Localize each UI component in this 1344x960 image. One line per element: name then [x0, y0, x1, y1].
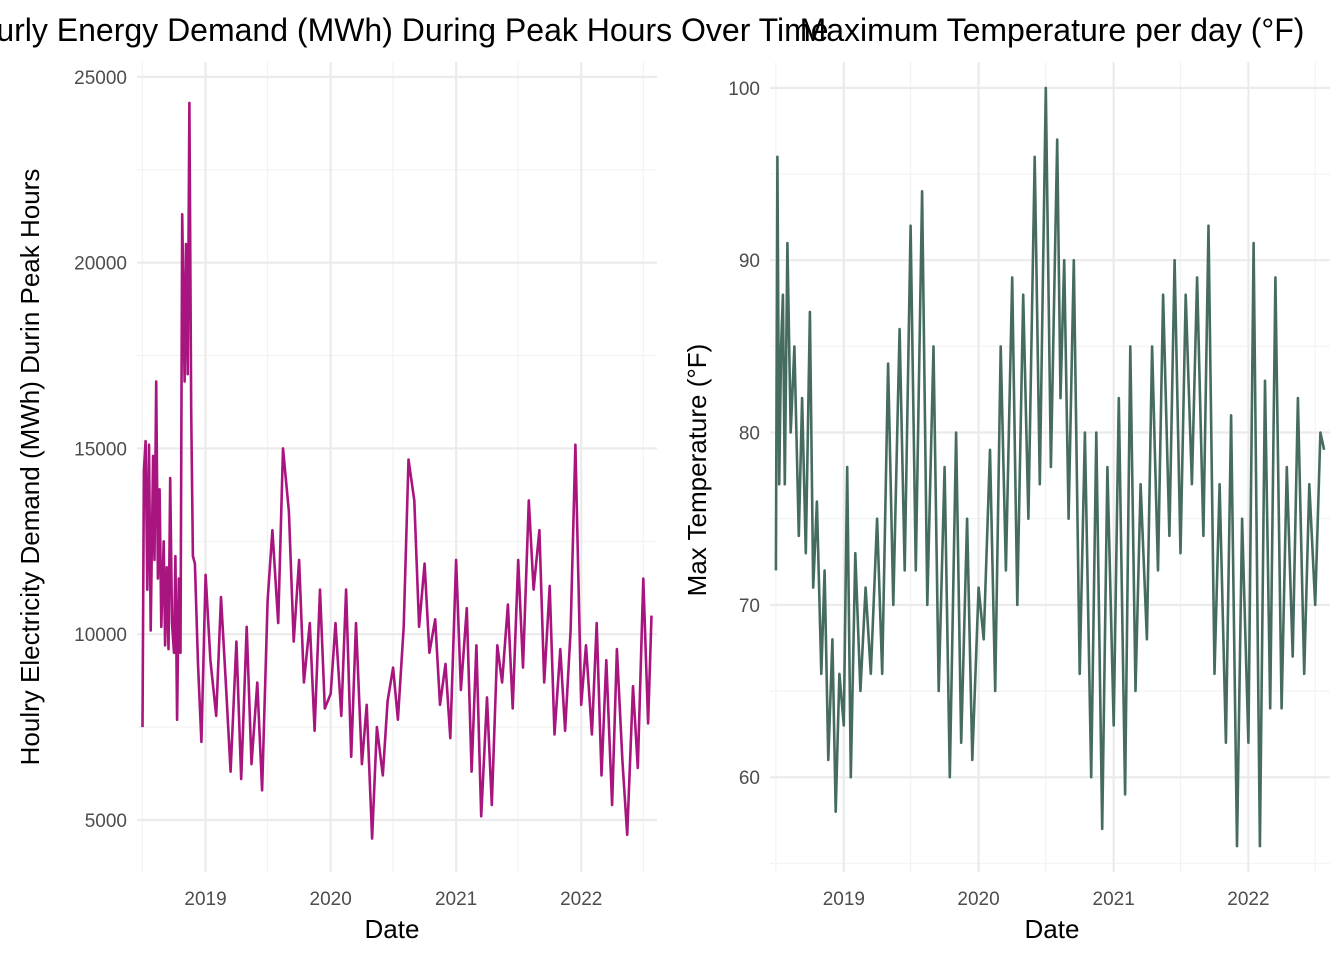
x-tick-label: 2019 — [184, 889, 226, 910]
max-temperature-chart: 60 70 80 90 100 2019 2020 2021 2022 Maximum Tem… — [682, 12, 1330, 944]
x-tick-label: 2020 — [957, 889, 999, 910]
x-tick-label: 2021 — [1093, 889, 1135, 910]
x-tick-label: 2022 — [560, 889, 602, 910]
max-temperature-x-axis-title: Date — [1025, 914, 1080, 944]
x-tick-label: 2022 — [1227, 889, 1269, 910]
x-tick-label: 2021 — [435, 889, 477, 910]
x-tick-label: 2020 — [310, 889, 352, 910]
energy-demand-x-axis-title: Date — [365, 914, 420, 944]
y-tick-label: 15000 — [74, 439, 127, 460]
y-tick-label: 25000 — [74, 68, 127, 89]
y-tick-label: 70 — [739, 596, 760, 617]
y-tick-label: 90 — [739, 251, 760, 272]
y-tick-label: 10000 — [74, 625, 127, 646]
energy-demand-series-line — [141, 101, 653, 840]
y-tick-label: 60 — [739, 768, 760, 789]
energy-demand-chart: 5000 10000 15000 20000 25000 2019 2020 2021 202… — [0, 12, 829, 944]
energy-demand-y-axis-title: Houlry Electricity Demand (MWh) Durin Pe… — [15, 169, 45, 766]
energy-demand-chart-title: Hourly Energy Demand (MWh) During Peak H… — [0, 12, 829, 48]
max-temperature-series-line — [774, 86, 1326, 848]
y-tick-label: 80 — [739, 424, 760, 445]
max-temperature-chart-title: Maximum Temperature per day (°F) — [800, 12, 1305, 48]
y-tick-label: 20000 — [74, 254, 127, 275]
y-tick-label: 100 — [728, 79, 760, 100]
max-temperature-y-axis-title: Max Temperature (°F) — [682, 344, 712, 597]
x-tick-label: 2019 — [823, 889, 865, 910]
y-tick-label: 5000 — [85, 811, 127, 832]
